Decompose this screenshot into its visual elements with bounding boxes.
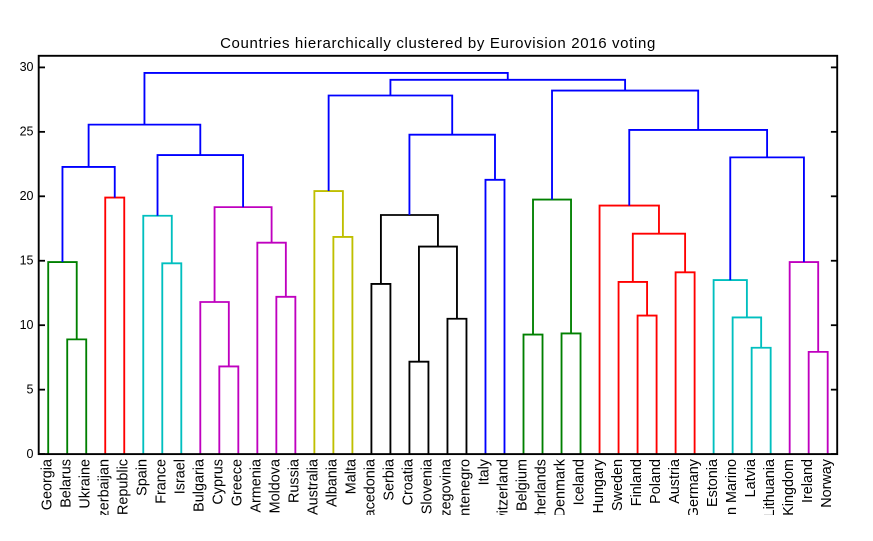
- svg-text:5: 5: [27, 382, 34, 396]
- svg-text:Armenia: Armenia: [249, 459, 265, 513]
- svg-text:Poland: Poland: [648, 459, 664, 504]
- svg-text:Serbia: Serbia: [382, 459, 398, 501]
- svg-text:Ireland: Ireland: [800, 459, 816, 503]
- svg-text:Moldova: Moldova: [268, 459, 284, 513]
- svg-text:Estonia: Estonia: [705, 459, 721, 507]
- svg-text:Georgia: Georgia: [39, 459, 55, 510]
- svg-text:Belarus: Belarus: [58, 459, 74, 508]
- svg-text:Norway: Norway: [819, 458, 835, 508]
- svg-text:Finland: Finland: [629, 459, 645, 506]
- svg-text:Germany: Germany: [686, 458, 702, 515]
- svg-text:Denmark: Denmark: [553, 458, 569, 515]
- svg-text:Israel: Israel: [172, 459, 188, 494]
- svg-text:Italy: Italy: [477, 458, 493, 485]
- svg-text:Hungary: Hungary: [591, 458, 607, 513]
- svg-text:Countries hierarchically clust: Countries hierarchically clustered by Eu…: [220, 35, 656, 52]
- svg-text:Cyprus: Cyprus: [211, 459, 227, 505]
- svg-text:Czech Republic: Czech Republic: [115, 459, 131, 515]
- svg-text:Sweden: Sweden: [610, 459, 626, 511]
- svg-text:Slovenia: Slovenia: [420, 459, 436, 514]
- svg-text:Switzerland: Switzerland: [496, 459, 512, 515]
- svg-text:France: France: [153, 459, 169, 504]
- svg-text:San Marino: San Marino: [724, 459, 740, 515]
- svg-text:15: 15: [20, 253, 34, 267]
- svg-text:0: 0: [27, 447, 34, 461]
- svg-text:Greece: Greece: [230, 459, 246, 506]
- svg-text:Russia: Russia: [287, 459, 303, 503]
- svg-text:Malta: Malta: [344, 459, 360, 494]
- svg-text:30: 30: [20, 60, 34, 74]
- svg-text:Austria: Austria: [667, 459, 683, 504]
- svg-text:Croatia: Croatia: [401, 459, 417, 505]
- svg-text:Australia: Australia: [306, 459, 322, 515]
- svg-text:Albania: Albania: [325, 459, 341, 507]
- svg-text:20: 20: [20, 189, 34, 203]
- svg-text:Azerbaijan: Azerbaijan: [96, 459, 112, 515]
- svg-text:Ukraine: Ukraine: [77, 459, 93, 509]
- svg-text:Bosnia & Herzegovina: Bosnia & Herzegovina: [439, 459, 455, 515]
- svg-text:10: 10: [20, 318, 34, 332]
- svg-text:25: 25: [20, 125, 34, 139]
- svg-text:Spain: Spain: [134, 459, 150, 496]
- svg-text:United Kingdom: United Kingdom: [781, 459, 797, 515]
- svg-text:Montenegro: Montenegro: [458, 459, 474, 515]
- svg-text:Lithuania: Lithuania: [762, 459, 778, 515]
- svg-text:Latvia: Latvia: [743, 459, 759, 497]
- svg-text:F.Y.R. Macedonia: F.Y.R. Macedonia: [363, 459, 379, 515]
- svg-text:Iceland: Iceland: [572, 459, 588, 505]
- svg-text:The Netherlands: The Netherlands: [534, 459, 550, 515]
- svg-text:Bulgaria: Bulgaria: [192, 459, 208, 512]
- svg-text:Belgium: Belgium: [515, 459, 531, 511]
